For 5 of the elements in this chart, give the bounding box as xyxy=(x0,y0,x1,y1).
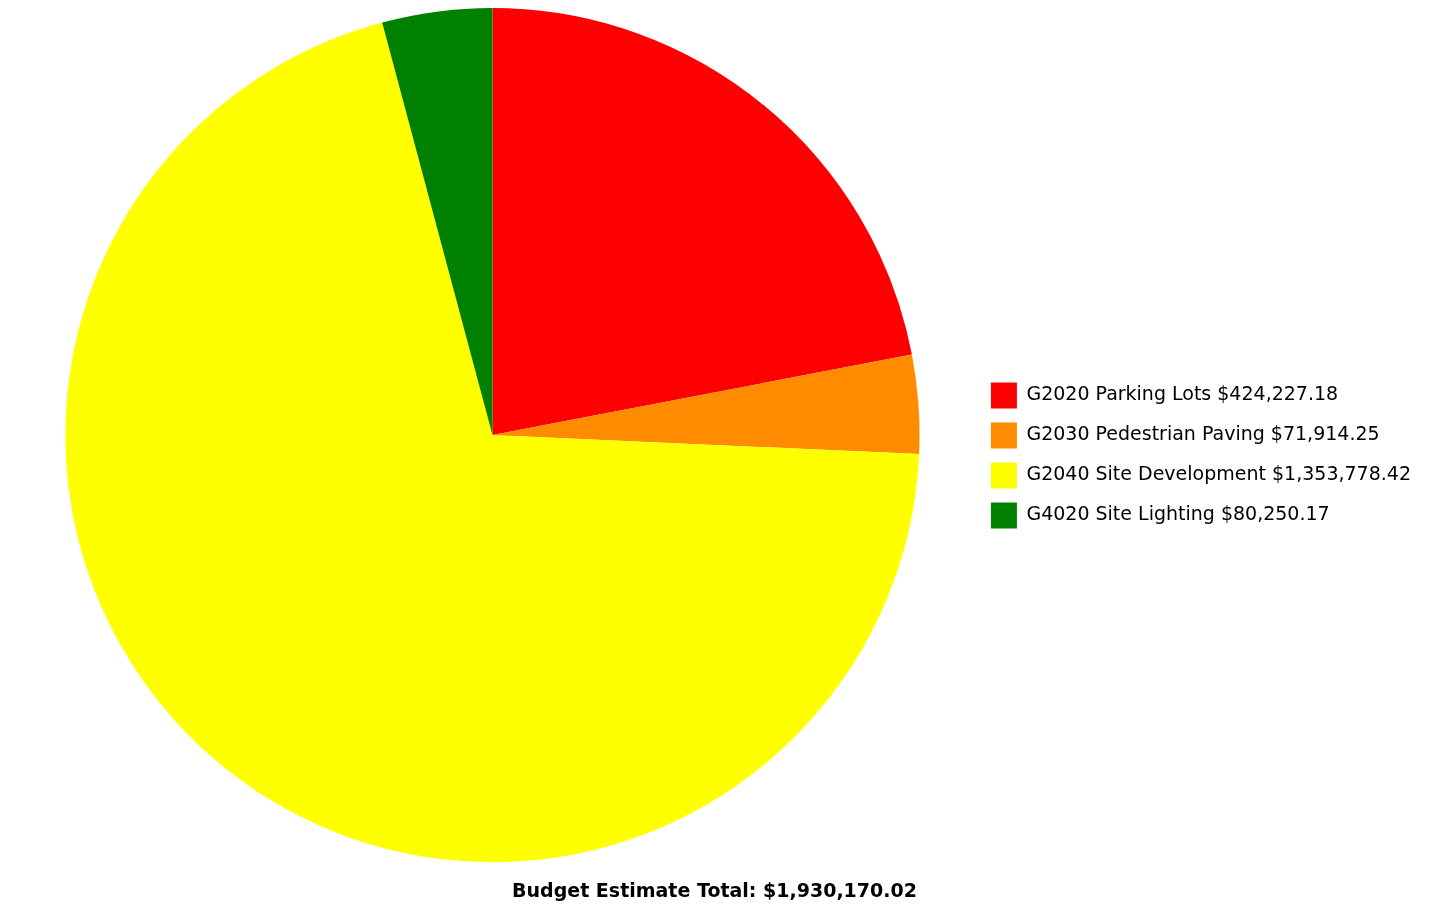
legend-label: G2040 Site Development $1,353,778.42 xyxy=(1026,462,1412,485)
legend-label: G4020 Site Lighting $80,250.17 xyxy=(1026,502,1330,525)
text: Budget Estimate Total: $1,930,170.02 xyxy=(512,878,917,901)
legend-label: G2030 Pedestrian Paving $71,914.25 xyxy=(1026,422,1380,445)
legend-label: G2020 Parking Lots $424,227.18 xyxy=(1026,382,1339,405)
